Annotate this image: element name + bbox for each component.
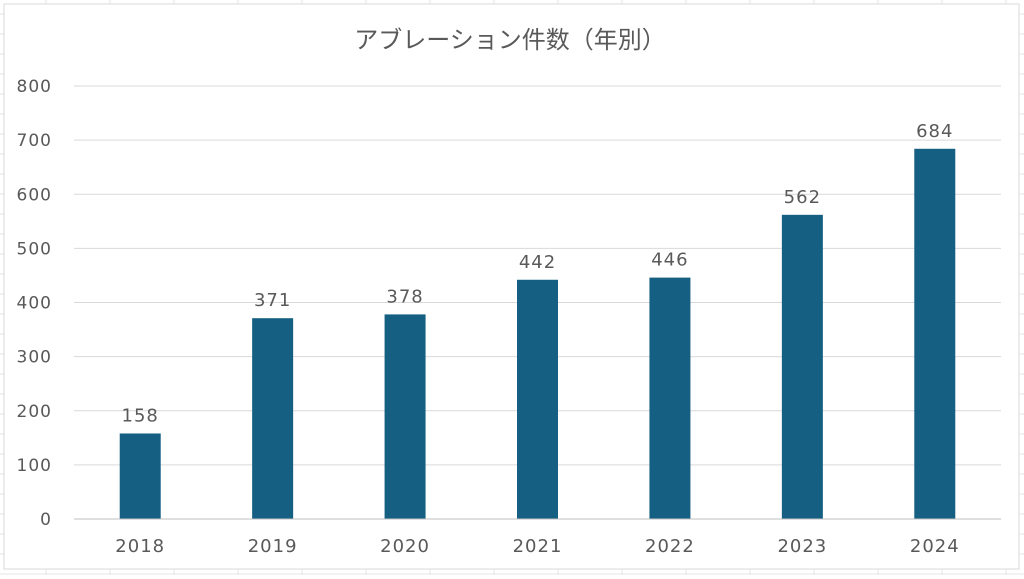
bar-2018 [119,433,161,519]
y-tick-label: 800 [17,77,52,97]
x-tick-label-2023: 2023 [777,536,827,557]
data-label-2023: 562 [784,187,821,208]
x-tick-label-2024: 2024 [910,536,960,557]
data-label-2024: 684 [916,121,953,142]
x-tick-label-2021: 2021 [513,536,563,557]
bar-2020 [384,314,426,519]
y-axis: 0 100 200 300 400 500 600 700 800 [17,77,52,530]
y-tick-label: 200 [17,402,52,422]
chart-title: アブレーション件数（年別） [354,26,666,54]
x-axis: 2018 2019 2020 2021 2022 2023 2024 [74,518,1001,557]
y-tick-label: 0 [40,510,52,530]
data-label-2021: 442 [519,252,556,273]
bar-series: 158 371 378 442 446 562 684 [119,121,956,519]
y-tick-label: 300 [17,348,52,368]
y-tick-label: 700 [17,131,52,151]
data-label-2020: 378 [386,286,423,307]
bar-2022 [649,277,691,519]
y-tick-label: 100 [17,456,52,476]
bar-2019 [252,318,294,519]
chart-area [3,3,1020,570]
data-label-2019: 371 [254,290,291,311]
data-label-2022: 446 [651,250,688,271]
x-tick-label-2022: 2022 [645,536,695,557]
y-tick-label: 500 [17,239,52,259]
y-tick-label: 600 [17,185,52,205]
bar-2021 [517,279,558,519]
x-tick-label-2020: 2020 [380,536,430,557]
data-label-2018: 158 [122,405,159,426]
y-tick-label: 400 [17,294,52,314]
x-tick-label-2019: 2019 [248,536,298,557]
x-tick-label-2018: 2018 [115,536,165,557]
bar-2023 [781,214,823,519]
gridlines [74,85,1001,466]
bar-2024 [914,148,956,519]
